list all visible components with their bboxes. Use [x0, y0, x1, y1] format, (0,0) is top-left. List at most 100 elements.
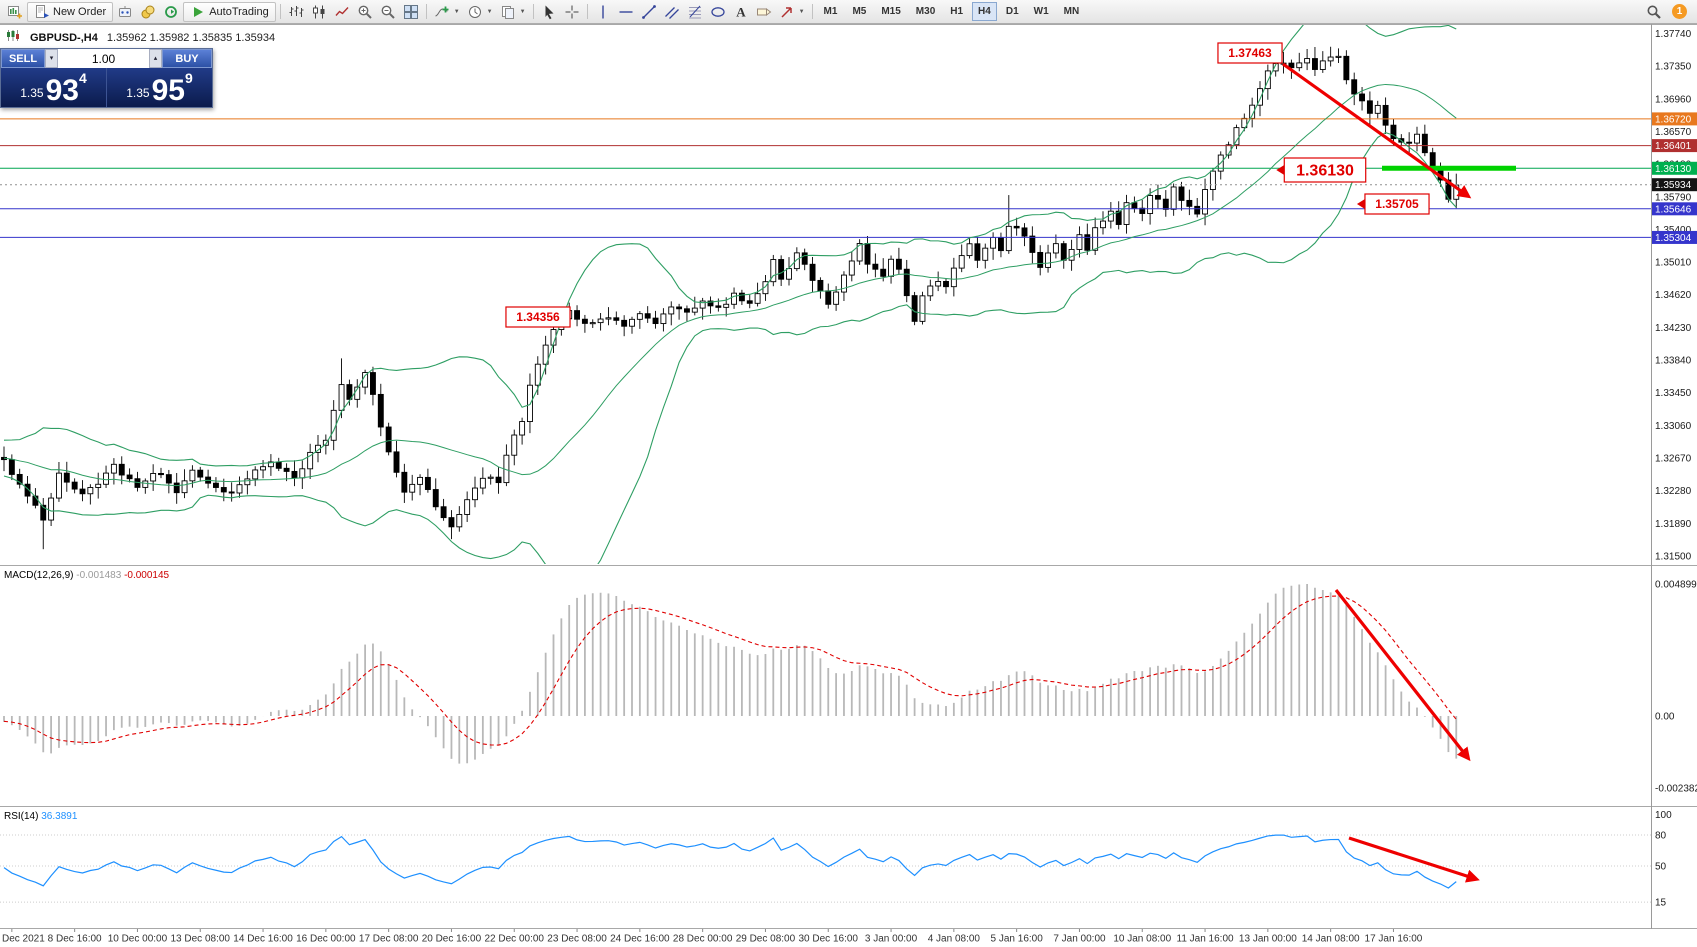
svg-text:1.37350: 1.37350 [1655, 62, 1692, 73]
cursor-button[interactable] [538, 2, 560, 22]
svg-text:11 Jan 16:00: 11 Jan 16:00 [1177, 934, 1235, 945]
channel-button[interactable] [661, 2, 683, 22]
timeframe-h4-button[interactable]: H4 [972, 2, 997, 21]
candlestick-chart-button[interactable] [308, 2, 330, 22]
volume-decrease-button[interactable]: ▾ [45, 49, 58, 68]
trend-arrow[interactable] [1334, 589, 1471, 762]
timeframe-m15-button[interactable]: M15 [881, 6, 901, 17]
ask-prefix: 1.35 [126, 86, 150, 100]
svg-text:1.36570: 1.36570 [1655, 127, 1692, 138]
macd-panel[interactable] [3, 584, 1458, 764]
buy-button[interactable]: BUY [162, 49, 212, 68]
new-order-button[interactable]: New Order [27, 1, 114, 22]
volume-increase-button[interactable]: ▴ [149, 49, 162, 68]
new-chart-button[interactable] [4, 2, 26, 22]
svg-text:13 Jan 00:00: 13 Jan 00:00 [1239, 934, 1297, 945]
main-toolbar: New Order AutoTrading ▼ ▼ ▼ A ▼ M1 M5 M15 M30 H1 H4 D… [0, 0, 1697, 24]
horizontal-line-button[interactable] [615, 2, 637, 22]
toolbar-separator [425, 4, 427, 19]
svg-text:1.36960: 1.36960 [1655, 94, 1692, 105]
svg-text:8 Dec 16:00: 8 Dec 16:00 [48, 934, 102, 945]
timeframe-mn-button[interactable]: MN [1063, 6, 1080, 17]
bid-prefix: 1.35 [20, 86, 44, 100]
timeframe-d1-button[interactable]: D1 [1005, 6, 1019, 17]
toolbar-separator [532, 4, 534, 19]
indicators-button[interactable]: ▼ [431, 2, 463, 22]
svg-text:17 Dec 08:00: 17 Dec 08:00 [359, 934, 419, 945]
timeframe-w1-button[interactable]: W1 [1033, 6, 1049, 17]
symbol-period-label: GBPUSD-,H4 [30, 31, 98, 44]
sell-price[interactable]: 1.35 93 4 [1, 68, 107, 107]
timeframe-m30-button[interactable]: M30 [915, 6, 936, 17]
trend-arrow[interactable] [1348, 836, 1480, 883]
svg-text:1.31890: 1.31890 [1655, 519, 1692, 530]
svg-text:10 Dec 00:00: 10 Dec 00:00 [108, 934, 168, 945]
svg-text:7 Jan 00:00: 7 Jan 00:00 [1053, 934, 1106, 945]
toolbar-separator [586, 4, 588, 19]
svg-text:1.32280: 1.32280 [1655, 486, 1692, 497]
trend-arrow[interactable] [1282, 62, 1472, 199]
timeframe-m1-button[interactable]: M1 [823, 6, 838, 17]
price-annotation[interactable]: 1.37463 [1217, 42, 1283, 64]
market-button[interactable] [137, 2, 159, 22]
timeframe-h1-button[interactable]: H1 [950, 6, 964, 17]
price-annotation[interactable]: 1.34356 [505, 306, 571, 328]
autotrading-button[interactable]: AutoTrading [183, 1, 276, 22]
arrows-button[interactable]: ▼ [776, 2, 808, 22]
svg-text:3 Jan 00:00: 3 Jan 00:00 [865, 934, 918, 945]
svg-text:1.33450: 1.33450 [1655, 388, 1692, 399]
zoom-in-button[interactable] [354, 2, 376, 22]
ask-pipette: 9 [184, 70, 193, 86]
price-annotation[interactable]: 1.36130 [1276, 157, 1367, 183]
svg-text:14 Dec 16:00: 14 Dec 16:00 [233, 934, 293, 945]
svg-text:13 Dec 08:00: 13 Dec 08:00 [171, 934, 231, 945]
buy-price[interactable]: 1.35 95 9 [107, 68, 212, 107]
macd-indicator-label: MACD(12,26,9) -0.001483 -0.000145 [4, 570, 169, 581]
volume-field [58, 49, 149, 68]
macd-name: MACD(12,26,9) [4, 570, 74, 581]
macd-signal-line [3, 595, 1457, 746]
svg-text:50: 50 [1655, 862, 1667, 873]
svg-text:0.004899: 0.004899 [1655, 580, 1697, 591]
expert-advisors-button[interactable] [114, 2, 136, 22]
trendline-button[interactable] [638, 2, 660, 22]
price-badge: 1.36720 [1652, 112, 1697, 126]
ellipse-button[interactable] [707, 2, 729, 22]
main-chart-panel[interactable] [0, 1, 1651, 583]
bar-chart-button[interactable] [285, 2, 307, 22]
bid-pipette: 4 [78, 70, 87, 86]
fibonacci-button[interactable] [684, 2, 706, 22]
volume-input[interactable] [58, 49, 149, 68]
svg-text:29 Dec 08:00: 29 Dec 08:00 [736, 934, 796, 945]
svg-text:24 Dec 16:00: 24 Dec 16:00 [610, 934, 670, 945]
text-button[interactable]: A [730, 2, 752, 22]
zoom-out-button[interactable] [377, 2, 399, 22]
sell-button[interactable]: SELL [1, 49, 45, 68]
svg-text:1.33840: 1.33840 [1655, 356, 1692, 367]
tile-windows-button[interactable] [400, 2, 422, 22]
templates-button[interactable]: ▼ [497, 2, 529, 22]
svg-text:Dec 2021: Dec 2021 [2, 934, 45, 945]
signals-button[interactable] [160, 2, 182, 22]
svg-text:1.36401: 1.36401 [1655, 141, 1692, 152]
rsi-panel[interactable] [0, 834, 1651, 903]
line-chart-button[interactable] [331, 2, 353, 22]
chart-symbol-title: GBPUSD-,H4 1.35962 1.35982 1.35835 1.359… [5, 28, 275, 47]
price-badge: 1.35304 [1652, 230, 1697, 244]
search-button[interactable] [1643, 2, 1665, 22]
crosshair-button[interactable] [561, 2, 583, 22]
timeframe-m5-button[interactable]: M5 [852, 6, 867, 17]
notification-badge[interactable]: 1 [1672, 4, 1687, 19]
vertical-line-button[interactable] [592, 2, 614, 22]
svg-text:20 Dec 16:00: 20 Dec 16:00 [422, 934, 482, 945]
svg-text:1.37463: 1.37463 [1228, 46, 1272, 60]
svg-text:28 Dec 00:00: 28 Dec 00:00 [673, 934, 733, 945]
price-axis[interactable]: 1.377401.373501.369601.365701.361801.357… [1651, 24, 1697, 929]
svg-text:5 Jan 16:00: 5 Jan 16:00 [991, 934, 1044, 945]
periods-button[interactable]: ▼ [464, 2, 496, 22]
price-annotation[interactable]: 1.35705 [1356, 193, 1430, 215]
text-label-button[interactable] [753, 2, 775, 22]
time-axis[interactable]: Dec 2021 8 Dec 16:00 10 Dec 00:00 13 Dec 08… [2, 929, 1423, 945]
svg-text:1.32670: 1.32670 [1655, 453, 1692, 464]
